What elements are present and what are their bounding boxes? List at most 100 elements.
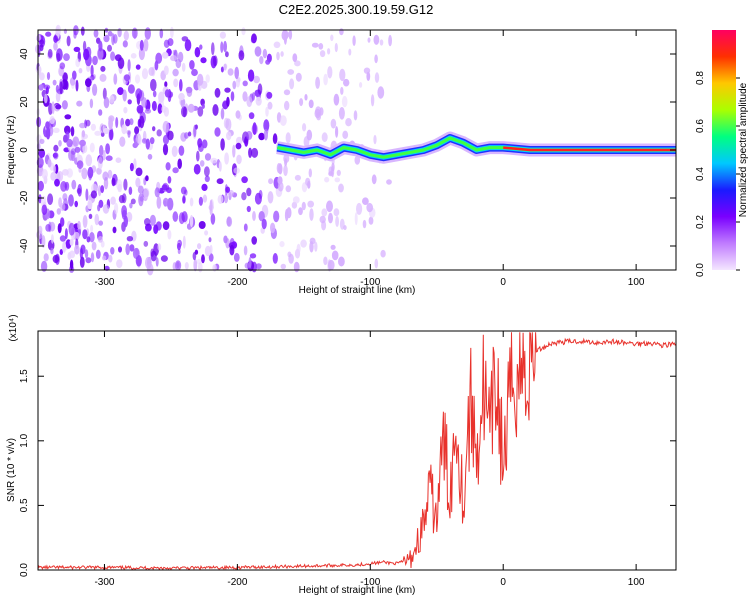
noise-blob xyxy=(259,56,264,65)
noise-blob xyxy=(50,172,57,181)
noise-blob xyxy=(63,28,67,34)
noise-blob xyxy=(172,167,179,174)
noise-blob xyxy=(194,47,201,58)
noise-blob xyxy=(234,66,239,80)
noise-blob xyxy=(212,104,219,116)
noise-blob xyxy=(236,154,242,165)
noise-blob xyxy=(63,53,70,61)
noise-blob xyxy=(246,205,251,213)
snr-y-ticks: 0.0 0.5 1.0 1.5 xyxy=(19,369,676,577)
noise-blob xyxy=(96,167,102,175)
noise-blob xyxy=(59,62,66,70)
noise-blob xyxy=(61,100,68,110)
noise-blob xyxy=(272,253,278,264)
noise-blob xyxy=(163,65,169,76)
noise-blob xyxy=(170,55,178,62)
spectrogram-y-ticks: -40 -20 0 20 40 xyxy=(19,48,676,253)
noise-blob xyxy=(198,196,203,206)
noise-blob xyxy=(105,155,113,161)
noise-blob xyxy=(98,220,104,226)
noise-blob xyxy=(127,59,131,72)
noise-blob xyxy=(327,48,331,55)
colorbar-ticks: 0.0 0.2 0.4 0.6 0.8 xyxy=(695,71,740,277)
noise-blob xyxy=(89,232,95,243)
noise-blob xyxy=(237,77,241,83)
noise-blob xyxy=(273,41,281,49)
noise-blob xyxy=(123,30,129,41)
noise-blob xyxy=(153,224,159,235)
noise-blob xyxy=(116,259,123,268)
noise-blob xyxy=(161,105,167,113)
noise-blob xyxy=(89,142,95,153)
noise-blob xyxy=(137,135,142,145)
noise-blob xyxy=(108,117,113,130)
noise-blob xyxy=(187,131,192,137)
y-tick-label: 0 xyxy=(19,147,30,153)
noise-blob xyxy=(293,261,300,273)
noise-blob xyxy=(309,208,314,221)
noise-blob xyxy=(80,26,85,36)
x-tick-label: -300 xyxy=(94,277,114,288)
noise-blob xyxy=(53,152,59,160)
noise-blob xyxy=(161,184,168,191)
noise-blob xyxy=(92,55,98,66)
noise-blob xyxy=(79,139,86,147)
noise-blob xyxy=(248,257,252,269)
noise-blob xyxy=(220,66,224,73)
noise-blob xyxy=(64,80,69,91)
noise-blob xyxy=(94,130,102,136)
noise-blob xyxy=(100,185,105,194)
noise-blob xyxy=(167,176,172,184)
noise-blob xyxy=(333,93,340,106)
noise-blob xyxy=(108,254,113,263)
noise-blob xyxy=(204,230,209,236)
noise-blob xyxy=(111,177,116,187)
noise-blob xyxy=(51,101,55,115)
noise-blob xyxy=(340,86,344,95)
noise-blob xyxy=(75,79,79,92)
noise-blob xyxy=(150,78,157,92)
noise-blob xyxy=(265,106,269,117)
noise-blob xyxy=(197,138,203,148)
colorbar: 0.0 0.2 0.4 0.6 0.8 Normalized spectral ampl… xyxy=(695,30,749,277)
noise-blob xyxy=(261,218,267,230)
noise-blob xyxy=(377,86,385,99)
snr-plot-area xyxy=(38,331,676,570)
noise-blob xyxy=(258,132,265,141)
noise-blob xyxy=(280,51,284,57)
noise-blob xyxy=(62,72,68,82)
noise-blob xyxy=(156,129,162,137)
noise-blob xyxy=(83,48,90,61)
colorbar-tick-label: 0.0 xyxy=(695,263,706,277)
spectrogram-x-label: Height of straight line (km) xyxy=(299,285,416,296)
noise-blob xyxy=(251,147,259,158)
noise-blob xyxy=(64,114,72,120)
noise-blob xyxy=(97,204,101,212)
noise-blob xyxy=(36,35,42,41)
noise-blob xyxy=(150,248,155,257)
x-tick-label: -100 xyxy=(360,277,380,288)
noise-blob xyxy=(368,216,374,225)
noise-blob xyxy=(86,236,91,243)
noise-blob xyxy=(152,90,157,98)
noise-blob xyxy=(135,64,141,70)
noise-blob xyxy=(102,255,107,261)
noise-blob xyxy=(285,132,291,144)
noise-blob xyxy=(121,124,127,135)
noise-blob xyxy=(178,145,185,156)
noise-blob xyxy=(284,100,290,111)
noise-blob xyxy=(118,246,122,253)
noise-blob xyxy=(128,186,133,195)
colorbar-gradient xyxy=(712,30,736,270)
noise-blob xyxy=(60,181,67,192)
noise-blob xyxy=(143,187,150,199)
noise-blob xyxy=(243,245,248,256)
noise-blob xyxy=(89,98,94,109)
noise-blob xyxy=(220,108,225,120)
noise-blob xyxy=(354,212,358,226)
noise-blob xyxy=(186,87,193,97)
noise-blob xyxy=(345,118,352,127)
noise-blob xyxy=(242,80,248,87)
noise-blob xyxy=(177,158,182,170)
noise-blob xyxy=(204,175,210,183)
